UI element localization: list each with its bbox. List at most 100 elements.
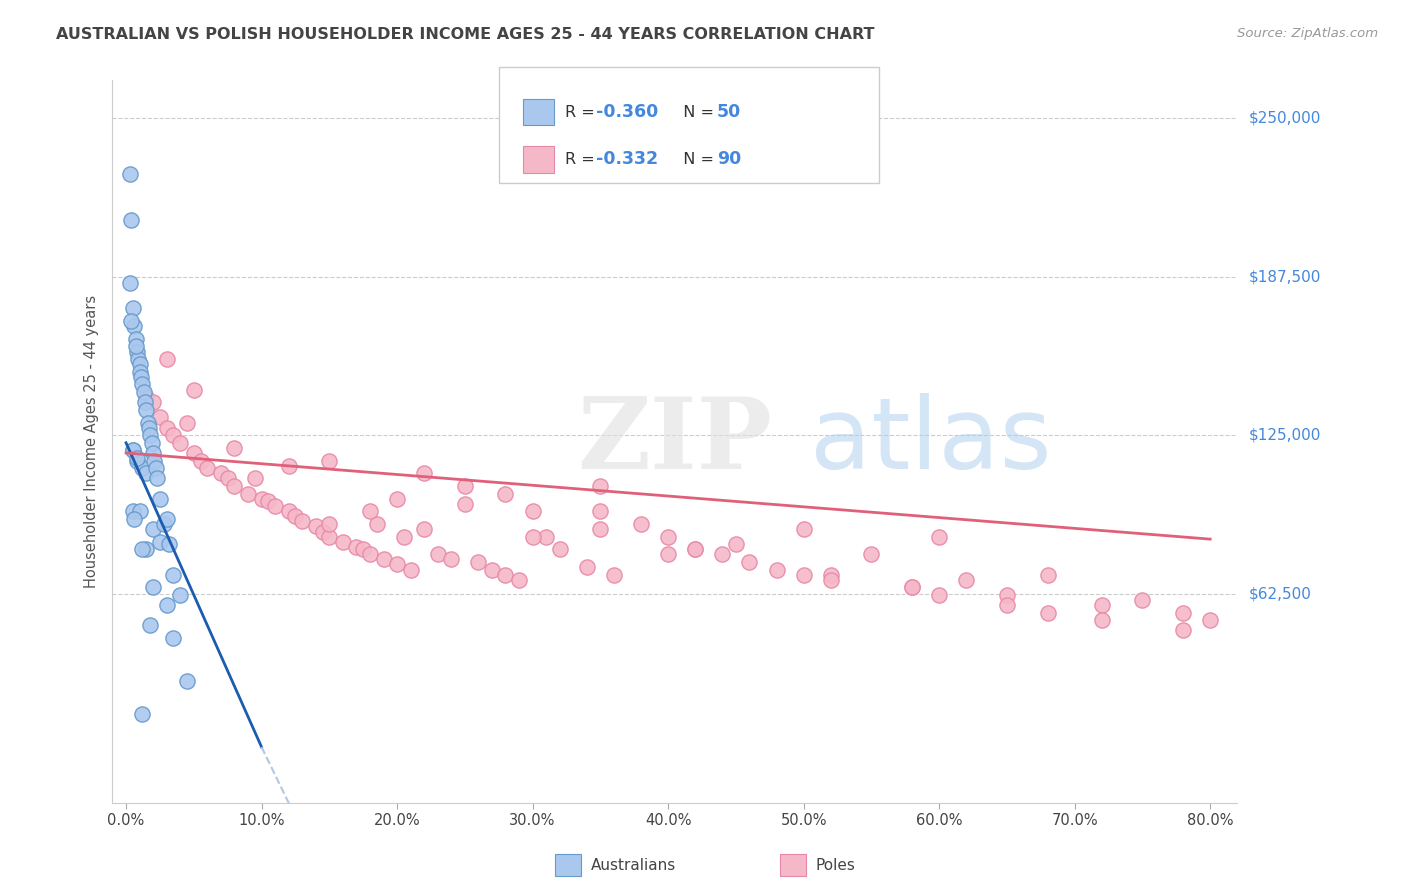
Text: $125,000: $125,000 — [1249, 427, 1320, 442]
Point — [145, 461, 167, 475]
Text: -0.332: -0.332 — [596, 150, 658, 168]
Point — [284, 509, 307, 524]
Point — [277, 458, 299, 473]
Point — [136, 416, 159, 430]
Point — [121, 504, 143, 518]
Point — [522, 530, 544, 544]
Point — [169, 435, 191, 450]
Point — [190, 453, 212, 467]
Text: Australians: Australians — [591, 858, 676, 872]
Point — [318, 530, 340, 544]
Point — [128, 357, 150, 371]
Point — [156, 420, 179, 434]
Point — [683, 542, 706, 557]
Point — [534, 530, 557, 544]
Point — [399, 563, 422, 577]
Point — [467, 555, 489, 569]
Point — [224, 441, 246, 455]
Point — [243, 471, 266, 485]
Point — [142, 580, 165, 594]
Text: N =: N = — [673, 104, 720, 120]
Point — [413, 522, 436, 536]
Point — [575, 560, 598, 574]
Text: atlas: atlas — [810, 393, 1052, 490]
Point — [124, 339, 146, 353]
Point — [1199, 613, 1222, 627]
Point — [1036, 567, 1059, 582]
Point — [122, 319, 145, 334]
Text: R =: R = — [565, 152, 600, 167]
Text: $62,500: $62,500 — [1249, 586, 1312, 601]
Text: $250,000: $250,000 — [1249, 111, 1320, 126]
Point — [440, 552, 463, 566]
Point — [495, 567, 517, 582]
Point — [250, 491, 273, 506]
Text: 50: 50 — [717, 103, 741, 121]
Text: -0.360: -0.360 — [596, 103, 658, 121]
Point — [603, 567, 626, 582]
Point — [548, 542, 571, 557]
Point — [128, 365, 150, 379]
Point — [657, 530, 679, 544]
Point — [589, 522, 612, 536]
Point — [135, 402, 157, 417]
Point — [264, 499, 287, 513]
Point — [589, 504, 612, 518]
Point — [522, 504, 544, 518]
Point — [373, 552, 395, 566]
Point — [224, 479, 246, 493]
Text: $187,500: $187,500 — [1249, 269, 1320, 285]
Point — [183, 446, 205, 460]
Point — [139, 428, 162, 442]
Point — [183, 383, 205, 397]
Point — [1171, 624, 1194, 638]
Point — [1132, 593, 1154, 607]
Point — [392, 530, 415, 544]
Point — [125, 450, 148, 465]
Point — [195, 461, 218, 475]
Point — [359, 504, 381, 518]
Point — [131, 377, 153, 392]
Point — [142, 446, 165, 460]
Point — [426, 547, 449, 561]
Point — [318, 453, 340, 467]
Point — [820, 573, 842, 587]
Point — [995, 598, 1018, 612]
Point — [121, 301, 143, 316]
Point — [277, 504, 299, 518]
Point — [156, 352, 179, 367]
Point — [793, 522, 815, 536]
Point — [495, 486, 517, 500]
Point — [141, 435, 163, 450]
Point — [162, 567, 184, 582]
Point — [1091, 598, 1114, 612]
Point — [344, 540, 367, 554]
Point — [120, 314, 142, 328]
Point — [156, 598, 179, 612]
Point — [209, 467, 232, 481]
Point — [359, 547, 381, 561]
Point — [134, 395, 156, 409]
Point — [352, 542, 374, 557]
Point — [125, 344, 148, 359]
Point — [162, 428, 184, 442]
Point — [481, 563, 503, 577]
Text: R =: R = — [565, 104, 600, 120]
Point — [1171, 606, 1194, 620]
Point — [311, 524, 333, 539]
Point — [142, 395, 165, 409]
Text: Poles: Poles — [815, 858, 855, 872]
Point — [120, 276, 142, 290]
Point — [121, 443, 143, 458]
Point — [901, 580, 924, 594]
Point — [153, 516, 176, 531]
Point — [257, 494, 280, 508]
Point — [928, 530, 950, 544]
Point — [820, 567, 842, 582]
Point — [928, 588, 950, 602]
Point — [125, 453, 148, 467]
Text: Source: ZipAtlas.com: Source: ZipAtlas.com — [1237, 27, 1378, 40]
Point — [120, 212, 142, 227]
Point — [135, 467, 157, 481]
Point — [143, 453, 166, 467]
